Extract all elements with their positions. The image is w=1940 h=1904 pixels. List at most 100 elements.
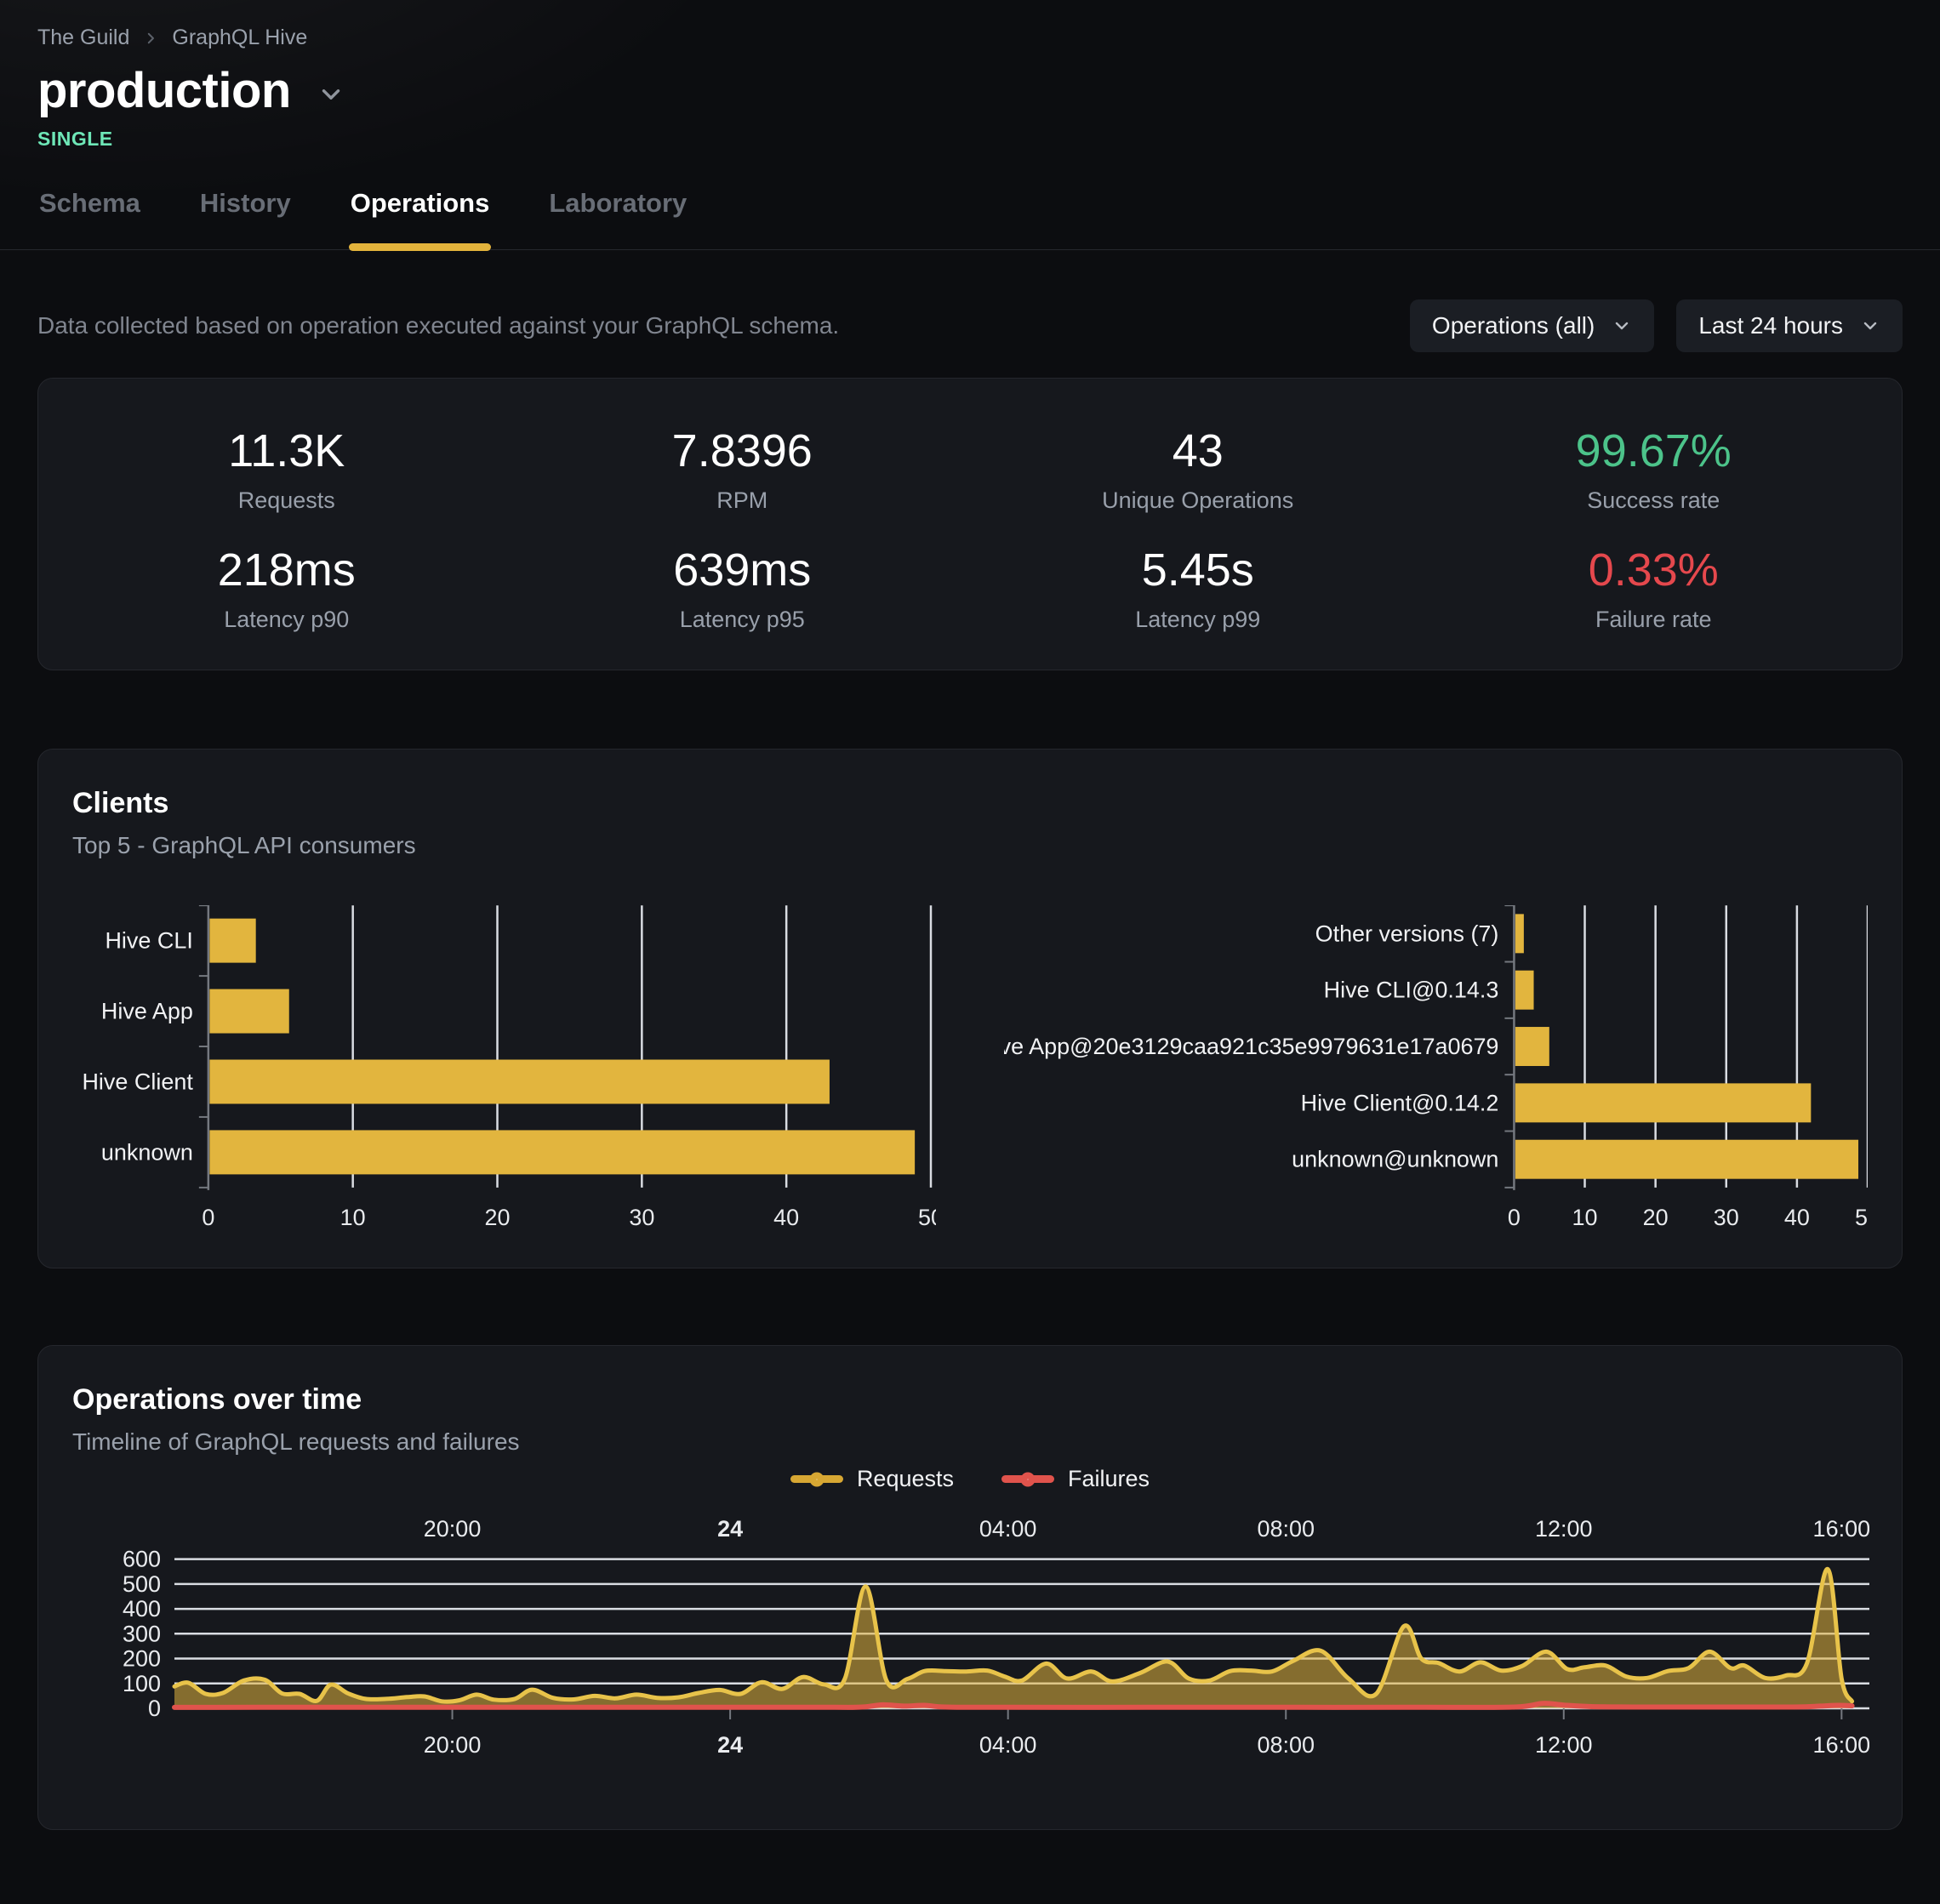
- stat-unique-operations: 43 Unique Operations: [970, 425, 1426, 515]
- tab-history[interactable]: History: [198, 183, 293, 249]
- timeline-card-title: Operations over time: [72, 1383, 362, 1416]
- bar-unknown-unknown: [1515, 1139, 1859, 1179]
- tab-operations[interactable]: Operations: [348, 183, 492, 251]
- bar-label-hive-app-20e3129caa921c35e9979631e17a0679: Hive App@20e3129caa921c35e9979631e17a067…: [1004, 1034, 1498, 1059]
- clients-by-version-bar-chart: 0 10 20 30 40 50 Other versions (7) Hive CLI@0.…: [1004, 905, 1868, 1230]
- stat-value: 99.67%: [1575, 425, 1732, 476]
- legend-item-requests[interactable]: Requests: [790, 1466, 954, 1492]
- requests-line: [172, 1566, 1855, 1704]
- svg-text:12:00: 12:00: [1535, 1516, 1593, 1542]
- bar-label-hive-client-0-14-2: Hive Client@0.14.2: [1301, 1090, 1499, 1115]
- stat-failure-rate: 0.33% Failure rate: [1426, 544, 1882, 634]
- svg-text:50: 50: [1855, 1205, 1868, 1230]
- stat-requests: 11.3K Requests: [59, 425, 515, 515]
- bar-label-hive-app: Hive App: [101, 999, 193, 1024]
- svg-text:10: 10: [1572, 1205, 1598, 1230]
- stat-value: 0.33%: [1588, 544, 1719, 596]
- page-title: production: [37, 63, 291, 118]
- svg-text:40: 40: [773, 1205, 799, 1230]
- stat-value: 218ms: [217, 544, 356, 596]
- svg-text:0: 0: [202, 1205, 214, 1230]
- svg-text:500: 500: [123, 1571, 161, 1597]
- legend-marker-icon: [790, 1472, 843, 1486]
- svg-text:0: 0: [148, 1696, 161, 1721]
- operations-filter-label: Operations (all): [1431, 312, 1595, 339]
- bar-hive-app-20e3129caa921c35e9979631e17a0679: [1515, 1027, 1549, 1067]
- svg-text:08:00: 08:00: [1257, 1732, 1315, 1754]
- period-filter-label: Last 24 hours: [1698, 312, 1843, 339]
- stat-latency-p95: 639ms Latency p95: [515, 544, 971, 634]
- page-header: The Guild GraphQL Hive production SINGLE: [0, 0, 1940, 151]
- svg-text:30: 30: [1714, 1205, 1739, 1230]
- legend-dot-icon: [809, 1472, 824, 1486]
- clients-card: Clients Top 5 - GraphQL API consumers 0 1…: [37, 749, 1903, 1268]
- bar-hive-client-0-14-2: [1515, 1083, 1812, 1123]
- stat-label: Latency p95: [679, 607, 805, 632]
- legend-label: Requests: [856, 1466, 955, 1491]
- stat-value: 7.8396: [671, 425, 813, 476]
- svg-text:16:00: 16:00: [1813, 1516, 1869, 1542]
- period-filter-dropdown[interactable]: Last 24 hours: [1676, 299, 1903, 352]
- svg-text:16:00: 16:00: [1813, 1732, 1869, 1754]
- requests-area: [174, 1569, 1852, 1708]
- stat-label: Unique Operations: [1102, 487, 1294, 513]
- clients-card-title: Clients: [72, 787, 169, 819]
- svg-text:08:00: 08:00: [1257, 1516, 1315, 1542]
- svg-text:100: 100: [123, 1671, 161, 1696]
- stat-value: 5.45s: [1141, 544, 1254, 596]
- bar-label-hive-cli-0-14-3: Hive CLI@0.14.3: [1324, 978, 1499, 1003]
- breadcrumb-project[interactable]: GraphQL Hive: [172, 26, 308, 49]
- chevron-down-icon: [1612, 316, 1632, 336]
- svg-text:10: 10: [340, 1205, 366, 1230]
- clients-by-name-bar-chart: 0 10 20 30 40 50 Hive CLI Hive App Hive Client un…: [82, 905, 936, 1230]
- bar-hive-app: [209, 989, 289, 1034]
- bar-label-other-versions-7: Other versions (7): [1315, 921, 1499, 946]
- bar-label-hive-cli: Hive CLI: [105, 928, 192, 954]
- bar-hive-cli: [209, 918, 256, 963]
- stat-label: Success rate: [1587, 487, 1720, 513]
- stat-rpm: 7.8396 RPM: [515, 425, 971, 515]
- legend-item-failures[interactable]: Failures: [1001, 1466, 1150, 1492]
- bar-label-unknown-unknown: unknown@unknown: [1292, 1147, 1498, 1172]
- svg-text:200: 200: [123, 1646, 161, 1672]
- stat-value: 43: [1172, 425, 1224, 476]
- bar-other-versions-7: [1515, 914, 1524, 954]
- stat-latency-p90: 218ms Latency p90: [59, 544, 515, 634]
- svg-text:04:00: 04:00: [979, 1732, 1037, 1754]
- operations-filter-dropdown[interactable]: Operations (all): [1409, 299, 1655, 352]
- timeline-card-subtitle: Timeline of GraphQL requests and failure…: [72, 1428, 520, 1455]
- stat-label: RPM: [716, 487, 768, 513]
- svg-text:24: 24: [717, 1516, 743, 1542]
- failures-line: [172, 1701, 1855, 1710]
- status-badge: SINGLE: [37, 128, 113, 150]
- stat-label: Latency p90: [224, 607, 350, 632]
- operations-over-time-card: Operations over time Timeline of GraphQL…: [37, 1345, 1903, 1830]
- filters-description: Data collected based on operation execut…: [37, 312, 840, 339]
- bar-hive-cli-0-14-3: [1515, 970, 1534, 1010]
- svg-text:30: 30: [629, 1205, 654, 1230]
- svg-text:600: 600: [123, 1547, 161, 1572]
- svg-text:20: 20: [1643, 1205, 1669, 1230]
- tab-laboratory[interactable]: Laboratory: [547, 183, 688, 249]
- bar-hive-client: [209, 1059, 830, 1104]
- svg-text:0: 0: [1508, 1205, 1521, 1230]
- bar-label-unknown: unknown: [101, 1139, 193, 1165]
- stat-success-rate: 99.67% Success rate: [1426, 425, 1882, 515]
- chevron-right-icon: [143, 31, 158, 46]
- svg-text:24: 24: [717, 1732, 743, 1754]
- legend-label: Failures: [1068, 1466, 1150, 1491]
- stat-value: 11.3K: [228, 425, 345, 476]
- target-switcher-chevron-icon[interactable]: [317, 80, 345, 109]
- breadcrumb-org[interactable]: The Guild: [37, 26, 130, 49]
- bar-label-hive-client: Hive Client: [82, 1069, 193, 1094]
- svg-text:12:00: 12:00: [1535, 1732, 1593, 1754]
- legend-dot-icon: [1020, 1472, 1036, 1486]
- clients-card-subtitle: Top 5 - GraphQL API consumers: [72, 832, 416, 858]
- tab-schema[interactable]: Schema: [37, 183, 142, 249]
- stat-label: Requests: [237, 487, 335, 513]
- svg-text:40: 40: [1784, 1205, 1810, 1230]
- stat-latency-p99: 5.45s Latency p99: [970, 544, 1426, 634]
- bar-unknown: [209, 1130, 916, 1175]
- svg-text:20:00: 20:00: [424, 1732, 482, 1754]
